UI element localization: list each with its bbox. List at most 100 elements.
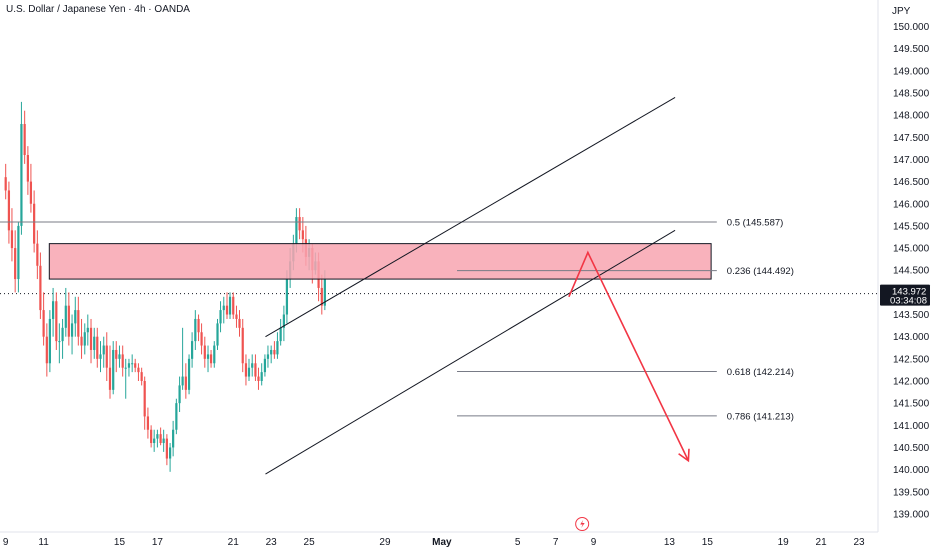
- candle[interactable]: [165, 434, 168, 466]
- candle[interactable]: [121, 345, 124, 377]
- candle[interactable]: [298, 208, 301, 240]
- candle[interactable]: [33, 190, 36, 253]
- candle[interactable]: [153, 429, 156, 452]
- candle[interactable]: [190, 332, 194, 368]
- candle[interactable]: [251, 354, 254, 377]
- candle[interactable]: [112, 341, 115, 395]
- candle[interactable]: [266, 345, 270, 368]
- candle[interactable]: [257, 367, 260, 390]
- candle[interactable]: [197, 314, 200, 342]
- candle[interactable]: [108, 345, 112, 399]
- candle[interactable]: [55, 292, 58, 350]
- candle[interactable]: [238, 310, 241, 337]
- candle[interactable]: [184, 363, 187, 399]
- candle[interactable]: [17, 221, 20, 293]
- candle[interactable]: [105, 332, 108, 381]
- candle[interactable]: [206, 345, 210, 373]
- candle[interactable]: [178, 376, 181, 413]
- candle[interactable]: [228, 292, 232, 319]
- candle-body: [190, 341, 194, 359]
- candle[interactable]: [181, 327, 184, 390]
- candle[interactable]: [244, 354, 248, 386]
- candle[interactable]: [83, 323, 86, 355]
- channel-upper-line[interactable]: [265, 96, 676, 338]
- candle[interactable]: [127, 358, 131, 377]
- candle[interactable]: [232, 292, 235, 319]
- candle[interactable]: [4, 163, 7, 200]
- candle[interactable]: [10, 208, 14, 262]
- candle[interactable]: [51, 287, 55, 337]
- candle[interactable]: [115, 341, 118, 373]
- candle[interactable]: [131, 354, 134, 373]
- candle[interactable]: [235, 305, 238, 328]
- candle[interactable]: [320, 274, 323, 315]
- candle[interactable]: [74, 296, 77, 337]
- candle[interactable]: [260, 363, 263, 386]
- candle[interactable]: [203, 336, 206, 368]
- candle[interactable]: [282, 305, 285, 342]
- candle[interactable]: [156, 429, 159, 448]
- candle[interactable]: [36, 230, 39, 280]
- candle[interactable]: [23, 110, 26, 164]
- candle[interactable]: [143, 376, 146, 430]
- candle[interactable]: [48, 310, 51, 373]
- candle[interactable]: [29, 163, 33, 213]
- candle[interactable]: [124, 358, 127, 399]
- candle[interactable]: [89, 318, 93, 364]
- candle-body: [86, 327, 89, 333]
- candle[interactable]: [194, 310, 197, 350]
- candle[interactable]: [241, 318, 244, 373]
- candle[interactable]: [209, 349, 213, 368]
- candle[interactable]: [80, 318, 83, 359]
- candle[interactable]: [159, 427, 162, 446]
- candle[interactable]: [247, 358, 251, 381]
- candle[interactable]: [279, 318, 282, 346]
- candle[interactable]: [77, 296, 80, 346]
- candle[interactable]: [263, 354, 267, 377]
- candle[interactable]: [7, 181, 11, 244]
- candle[interactable]: [70, 314, 74, 355]
- candle[interactable]: [276, 332, 279, 359]
- candle[interactable]: [102, 336, 105, 368]
- candle[interactable]: [219, 301, 222, 333]
- candle[interactable]: [58, 323, 61, 364]
- candle[interactable]: [225, 292, 229, 319]
- candle[interactable]: [200, 323, 203, 355]
- candle[interactable]: [96, 327, 99, 368]
- projection-path[interactable]: [568, 250, 690, 462]
- candle[interactable]: [20, 101, 23, 235]
- candle[interactable]: [134, 358, 137, 373]
- candle-body: [70, 323, 74, 337]
- candle[interactable]: [172, 420, 175, 457]
- candle[interactable]: [67, 292, 70, 346]
- candle[interactable]: [61, 318, 64, 359]
- candle[interactable]: [93, 327, 96, 359]
- supply-zone-rectangle[interactable]: [48, 243, 712, 280]
- candle[interactable]: [175, 398, 178, 435]
- candle[interactable]: [270, 345, 273, 364]
- candle[interactable]: [86, 314, 89, 346]
- candle[interactable]: [64, 287, 67, 337]
- candle[interactable]: [162, 429, 165, 452]
- candle[interactable]: [168, 443, 172, 472]
- lightning-icon[interactable]: [575, 517, 590, 531]
- candle[interactable]: [39, 252, 42, 319]
- candle[interactable]: [14, 230, 17, 293]
- candle[interactable]: [146, 407, 150, 439]
- channel-lower-line[interactable]: [265, 229, 676, 475]
- candle[interactable]: [213, 341, 216, 368]
- candle[interactable]: [222, 296, 225, 324]
- candle[interactable]: [216, 318, 219, 350]
- candle[interactable]: [140, 367, 143, 386]
- candle[interactable]: [45, 323, 48, 377]
- candle[interactable]: [137, 363, 140, 381]
- candle[interactable]: [42, 292, 45, 346]
- candle[interactable]: [99, 341, 102, 373]
- candle[interactable]: [118, 345, 121, 368]
- candle[interactable]: [150, 425, 153, 448]
- candle[interactable]: [273, 341, 276, 359]
- candle[interactable]: [187, 354, 191, 395]
- candle[interactable]: [26, 146, 29, 195]
- candle[interactable]: [254, 354, 257, 381]
